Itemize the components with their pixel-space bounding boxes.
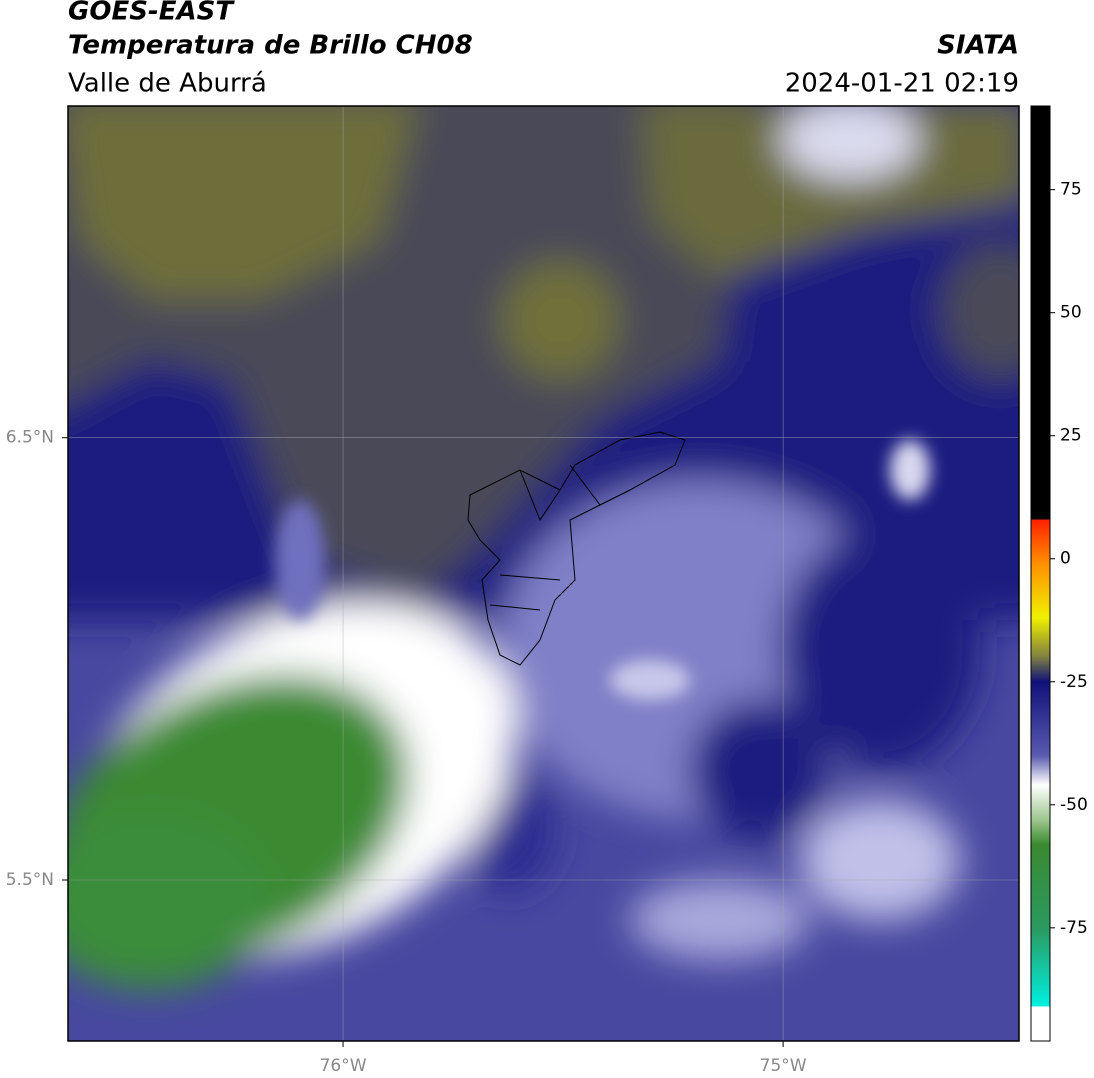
colorbar-tick-label: -50 (1060, 795, 1088, 815)
grid (68, 106, 1019, 1041)
y-tick-label: 6.5°N (6, 428, 54, 448)
x-tick-label: 76°W (320, 1056, 367, 1076)
y-tick-label: 5.5°N (6, 870, 54, 890)
title: GOES-EAST (68, 0, 235, 27)
datetime: 2024-01-21 02:19 (785, 69, 1019, 99)
colorbar-tick-label: 25 (1060, 426, 1082, 446)
colorbar-tick-label: 50 (1060, 303, 1082, 323)
region: Valle de Aburrá (68, 69, 267, 99)
colorbar-tick-label: 75 (1060, 180, 1082, 200)
map-frame (67, 105, 1020, 1042)
colorbar-tick-label: -25 (1060, 672, 1088, 692)
x-tick-label: 75°W (760, 1056, 807, 1076)
colorbar-tick-label: -75 (1060, 918, 1088, 938)
source: SIATA (937, 31, 1019, 61)
colorbar-tick-label: 0 (1060, 549, 1071, 569)
colorbar (1030, 105, 1051, 1042)
satellite-image (68, 106, 1019, 1041)
subtitle: Temperatura de Brillo CH08 (68, 31, 473, 61)
